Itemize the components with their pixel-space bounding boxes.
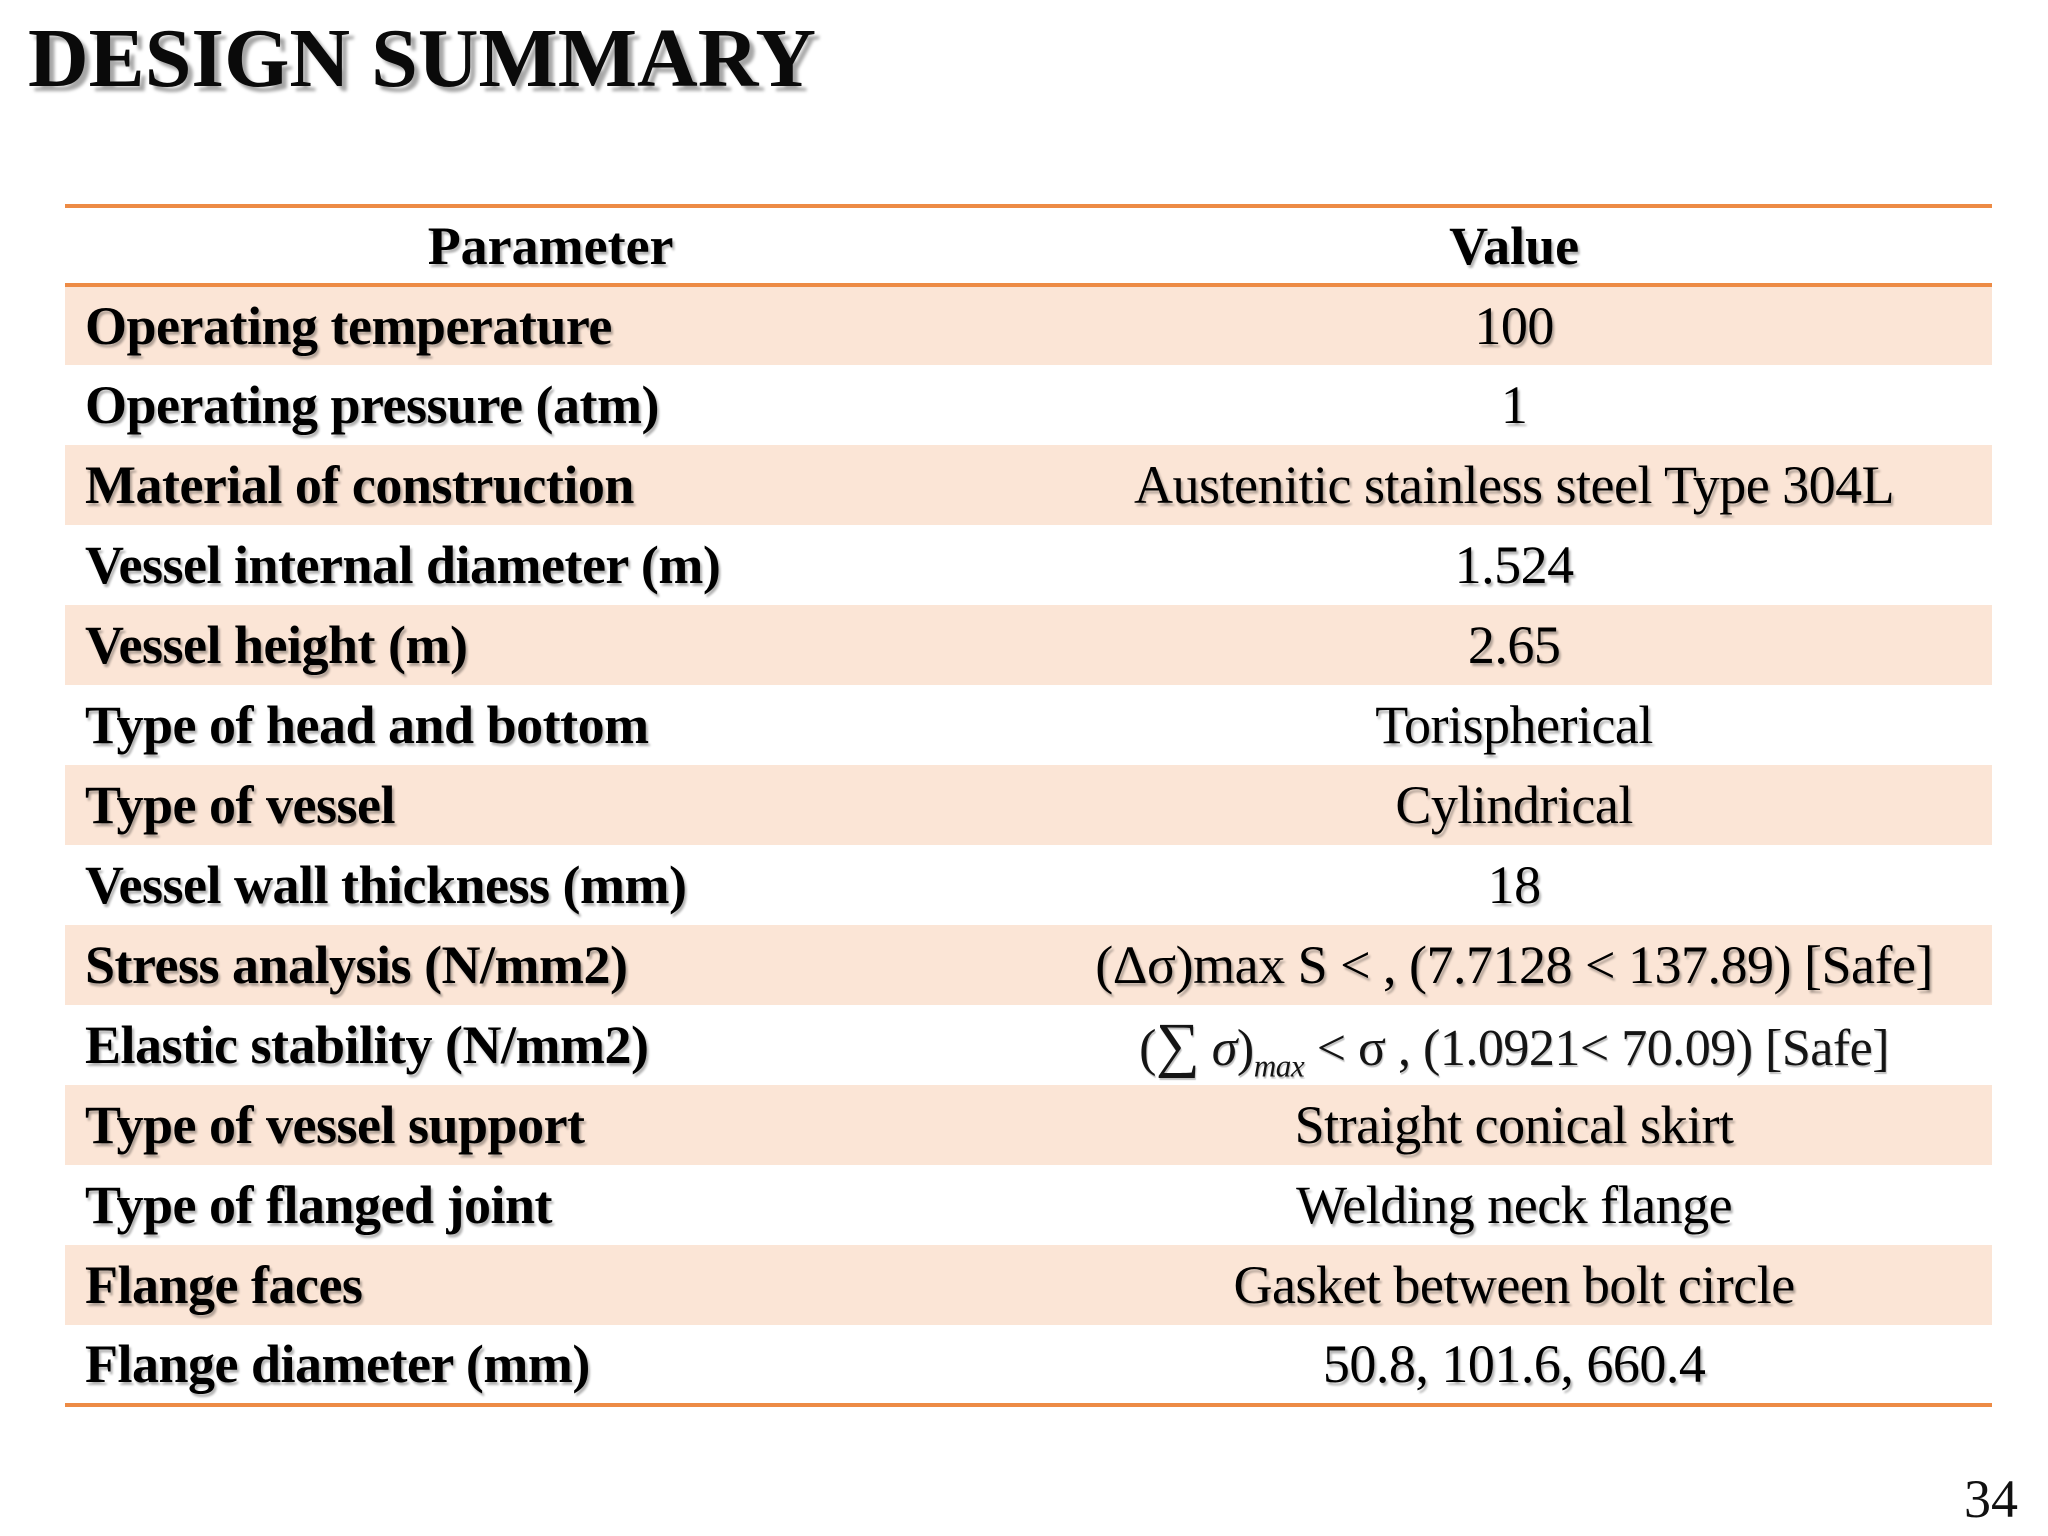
table-body: Operating temperature 100 Operating pressu…: [65, 285, 1992, 1405]
table-row: Type of head and bottom Torispherical: [65, 685, 1992, 765]
table-header: Parameter Value: [65, 206, 1992, 285]
value-cell: Gasket between bolt circle: [1233, 1255, 1795, 1315]
parameter-cell: Elastic stability (N/mm2): [85, 1015, 649, 1075]
parameter-cell: Operating pressure (atm): [85, 375, 659, 435]
value-cell: 1.524: [1454, 535, 1574, 595]
table-row: Type of vessel support Straight conical s…: [65, 1085, 1992, 1165]
value-cell: 1: [1500, 375, 1528, 435]
value-cell: Austenitic stainless steel Type 304L: [1134, 455, 1895, 515]
parameter-cell: Stress analysis (N/mm2): [85, 935, 628, 995]
parameter-cell: Vessel height (m): [85, 615, 468, 675]
table-row: Operating pressure (atm) 1: [65, 365, 1992, 445]
table-row: Vessel wall thickness (mm) 18: [65, 845, 1992, 925]
page-title: DESIGN SUMMARY: [28, 12, 817, 105]
parameter-cell: Type of flanged joint: [85, 1175, 553, 1235]
table-row: Operating temperature 100: [65, 285, 1992, 365]
parameter-cell: Type of vessel support: [85, 1095, 585, 1155]
value-cell: 50.8, 101.6, 660.4: [1322, 1334, 1706, 1394]
header-row: Parameter Value: [65, 206, 1992, 285]
parameter-column-header: Parameter: [427, 215, 674, 276]
table-row: Type of flanged joint Welding neck flange: [65, 1165, 1992, 1245]
value-cell: Welding neck flange: [1296, 1175, 1733, 1235]
parameter-cell: Operating temperature: [85, 296, 612, 356]
value-column-header: Value: [1449, 215, 1580, 276]
parameter-cell: Type of vessel: [85, 775, 395, 835]
page-number: 34: [1964, 1469, 2018, 1529]
table-row: Material of construction Austenitic stain…: [65, 445, 1992, 525]
parameter-cell: Flange faces: [85, 1255, 363, 1315]
value-cell: 2.65: [1467, 615, 1561, 675]
table-row: Vessel height (m) 2.65: [65, 605, 1992, 685]
parameter-cell: Material of construction: [85, 455, 634, 515]
value-cell: Straight conical skirt: [1294, 1095, 1734, 1155]
parameter-cell: Vessel internal diameter (m): [85, 535, 721, 595]
table-row: Type of vessel Cylindrical: [65, 765, 1992, 845]
parameter-cell: Vessel wall thickness (mm): [85, 855, 687, 915]
table-row: Flange diameter (mm) 50.8, 101.6, 660.4: [65, 1325, 1992, 1405]
value-cell: Cylindrical: [1395, 775, 1633, 835]
value-cell: 100: [1474, 296, 1554, 356]
value-cell: Torispherical: [1375, 695, 1653, 755]
value-cell: 18: [1487, 855, 1541, 915]
table-row: Elastic stability (N/mm2) (∑ σ)max < σ , …: [65, 1005, 1992, 1085]
design-summary-table: Parameter Value Operating temperature 100…: [65, 204, 1992, 1407]
table-row: Vessel internal diameter (m) 1.524: [65, 525, 1992, 605]
table-row: Flange faces Gasket between bolt circle: [65, 1245, 1992, 1325]
value-cell: (∑ σ)max < σ , (1.0921< 70.09) [Safe]: [1139, 1010, 1890, 1083]
parameter-cell: Flange diameter (mm): [85, 1334, 590, 1394]
table-row: Stress analysis (N/mm2) (Δσ)max S < , (7.…: [65, 925, 1992, 1005]
value-cell: (Δσ)max S < , (7.7128 < 137.89) [Safe]: [1095, 935, 1933, 995]
parameter-cell: Type of head and bottom: [85, 695, 649, 755]
